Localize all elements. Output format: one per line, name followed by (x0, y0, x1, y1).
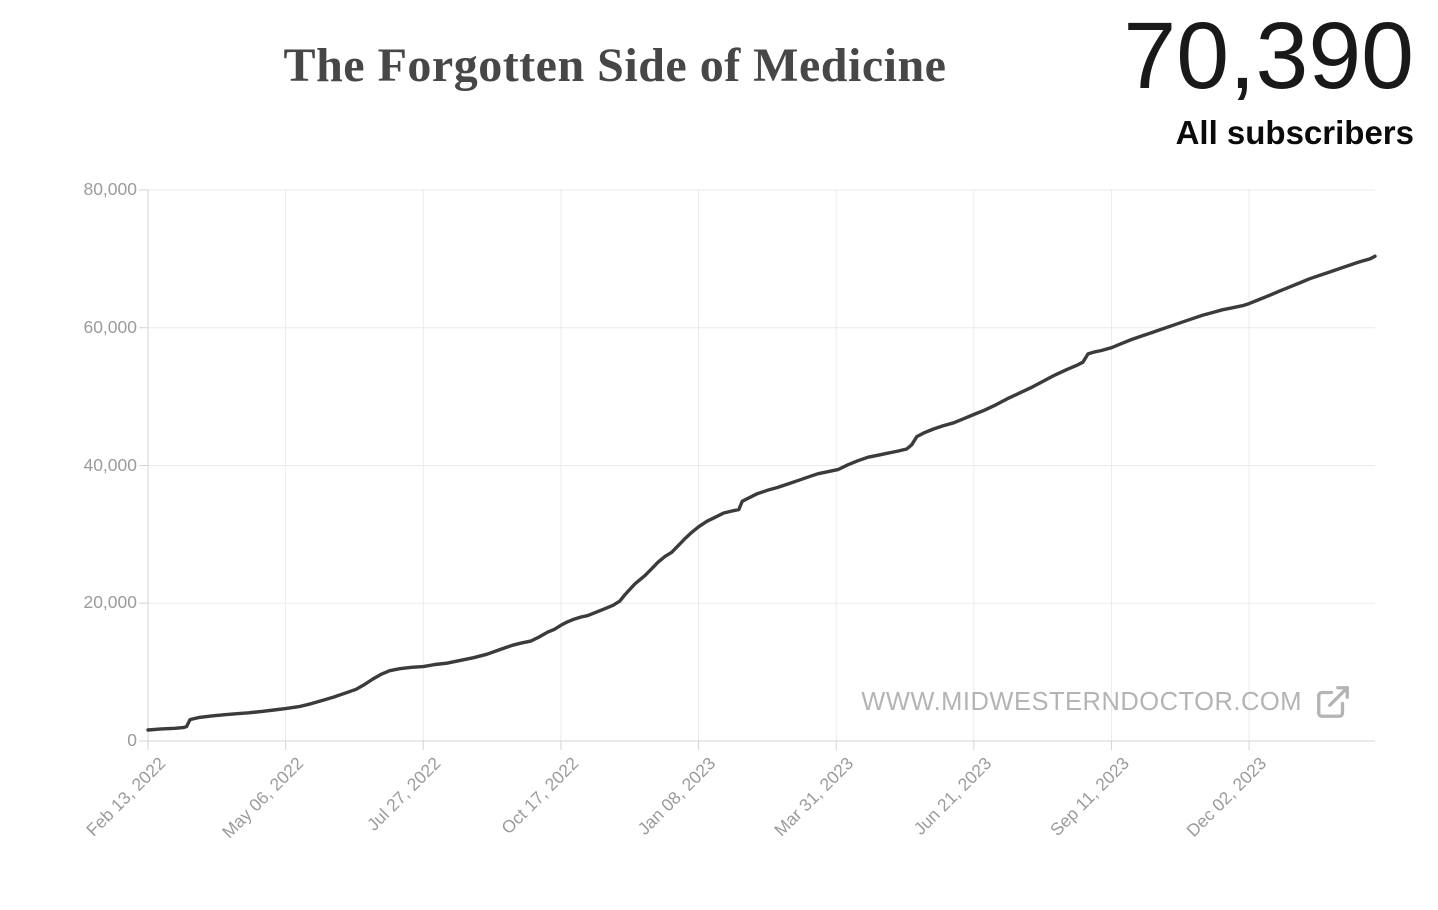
watermark-link[interactable]: WWW.MIDWESTERNDOCTOR.COM (861, 683, 1352, 721)
y-axis-tick-label: 0 (127, 730, 137, 750)
subscriber-count-label: All subscribers (1175, 114, 1414, 152)
subscribers-series-line (146, 254, 1377, 732)
subscriber-stat: 70,390 All subscribers (1123, 0, 1414, 152)
watermark-url-text: WWW.MIDWESTERNDOCTOR.COM (861, 687, 1302, 716)
y-axis-tick-label: 80,000 (83, 179, 137, 199)
external-link-icon (1317, 686, 1349, 718)
y-axis-tick-label: 40,000 (83, 454, 137, 475)
page-title: The Forgotten Side of Medicine (283, 39, 947, 92)
y-axis-tick-label: 20,000 (83, 592, 137, 613)
y-axis-tick-label: 60,000 (83, 316, 137, 337)
subscriber-count: 70,390 (1123, 3, 1414, 109)
